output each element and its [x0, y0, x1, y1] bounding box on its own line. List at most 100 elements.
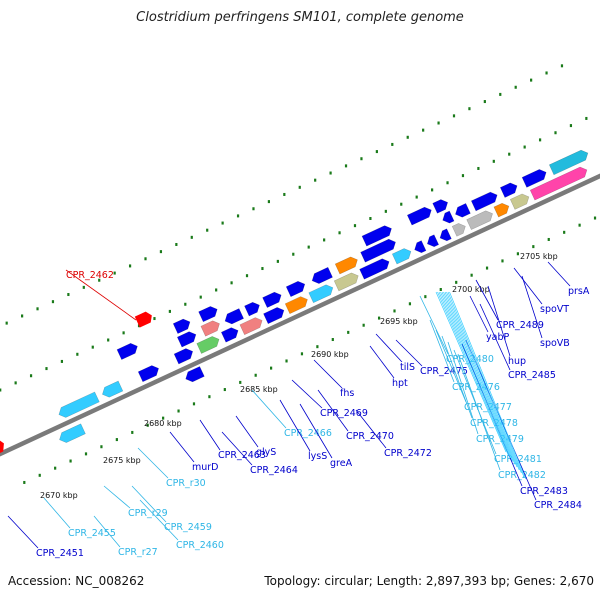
scale-tick	[316, 345, 319, 349]
scale-tick	[122, 331, 125, 335]
gene-block-40	[406, 206, 432, 226]
gene-block-25	[262, 291, 282, 308]
gene-label: CPR_2480	[446, 354, 494, 365]
scale-tick	[252, 207, 255, 211]
scale-tick	[115, 438, 118, 442]
gene-block-14	[426, 234, 440, 248]
scale-tick	[245, 274, 249, 278]
cluster-line	[443, 291, 518, 468]
gene-block-24	[244, 301, 260, 317]
leader-line	[435, 329, 467, 403]
leader-line	[429, 319, 455, 383]
scale-tick	[23, 480, 26, 484]
scale-tick	[547, 237, 550, 241]
scale-tick	[221, 221, 224, 225]
gene-block-15	[439, 228, 452, 242]
gene-block-12	[391, 248, 412, 265]
gene-block-39	[361, 225, 392, 247]
scale-tick	[530, 78, 533, 82]
scale-tick	[461, 174, 465, 178]
gene-label: greA	[330, 458, 353, 469]
gene-block-13	[414, 240, 427, 253]
leader-line	[93, 515, 121, 548]
scale-tick	[267, 200, 271, 204]
leader-line	[7, 515, 39, 549]
scale-label: 2675 kbp	[103, 456, 141, 465]
gene-block-19	[509, 193, 530, 210]
scale-tick	[276, 259, 279, 263]
scale-tick	[578, 223, 581, 227]
gene-label: CPR_r30	[166, 478, 206, 489]
gene-block-31	[455, 203, 471, 218]
gene-block-26	[285, 280, 306, 298]
leader-line	[457, 353, 501, 471]
gene-block-8	[284, 296, 308, 315]
scale-tick	[215, 288, 218, 292]
scale-tick	[554, 131, 557, 135]
gene-block-17	[466, 210, 493, 230]
scale-tick	[446, 181, 449, 185]
cluster-line	[446, 291, 522, 474]
leader-line	[369, 345, 395, 379]
cluster-line	[438, 291, 511, 459]
scale-tick	[98, 278, 101, 282]
scale-tick	[545, 71, 548, 75]
leader-line	[235, 415, 259, 448]
scale-tick	[38, 473, 41, 477]
scale-label: 2695 kbp	[380, 317, 418, 326]
gene-label: glyS	[256, 447, 276, 458]
gene-block-41	[432, 199, 449, 214]
gene-block-1	[102, 380, 124, 398]
scale-tick	[292, 252, 295, 256]
genome-backbone	[0, 173, 600, 457]
leader-line	[299, 403, 333, 459]
scale-tick	[362, 323, 365, 327]
gene-label: CPR_2475	[420, 366, 468, 377]
scale-tick	[492, 159, 495, 163]
scale-label: 2690 kbp	[311, 350, 349, 359]
scale-tick	[369, 217, 372, 221]
scale-tick	[585, 116, 588, 120]
scale-tick	[360, 157, 363, 161]
gene-label: murD	[192, 462, 219, 473]
scale-tick	[84, 452, 88, 456]
leader-line	[251, 389, 287, 429]
gene-block-10	[333, 272, 359, 292]
leader-line	[355, 409, 387, 449]
scale-tick	[5, 321, 8, 325]
scale-tick	[159, 250, 163, 254]
scale-tick	[353, 224, 357, 228]
scale-tick	[21, 314, 24, 318]
scale-tick	[184, 302, 187, 306]
gene-block-0	[58, 391, 100, 418]
gene-block-35	[548, 149, 589, 176]
scale-tick	[424, 295, 427, 299]
scale-tick	[261, 267, 264, 271]
scale-tick	[285, 359, 288, 363]
scale-tick	[29, 374, 33, 378]
gene-block-16	[451, 223, 466, 237]
gene-label: spoVT	[540, 304, 569, 315]
leader-line	[447, 341, 479, 435]
leader-line	[395, 339, 423, 367]
scale-tick	[501, 259, 504, 263]
leader-line	[103, 485, 131, 509]
cluster-line	[441, 291, 516, 465]
scale-tick	[384, 209, 387, 213]
gene-label: CPR_2485	[508, 370, 556, 381]
scale-tick	[338, 231, 341, 235]
leader-line	[65, 269, 137, 321]
scale-tick	[146, 423, 149, 427]
scale-tick	[347, 330, 350, 334]
scale-tick	[406, 135, 409, 139]
gene-block-11	[359, 258, 390, 280]
gene-block-22	[200, 320, 220, 337]
leader-line	[419, 295, 449, 355]
leader-line	[139, 499, 179, 541]
gene-block-4	[196, 336, 220, 354]
gene-block-37	[172, 318, 191, 334]
gene-block-27	[311, 266, 333, 284]
scale-tick	[331, 338, 334, 342]
scale-tick	[477, 166, 480, 170]
